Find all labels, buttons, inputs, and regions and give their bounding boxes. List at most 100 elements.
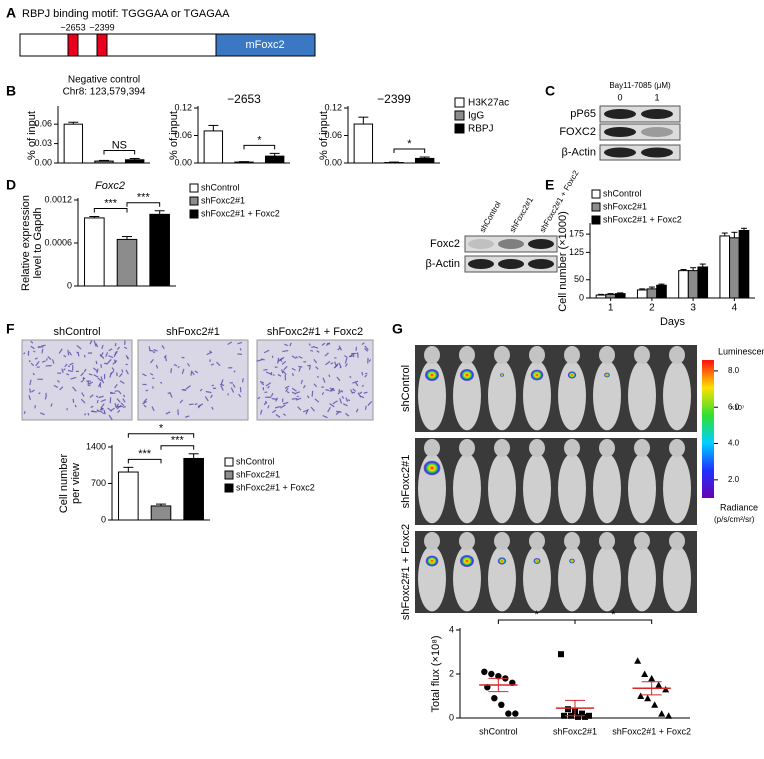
signal (424, 461, 441, 475)
bar (265, 156, 283, 163)
x-tick-label: 3 (690, 303, 696, 314)
mouse (663, 546, 691, 612)
image-label: shFoxc2#1 + Foxc2 (267, 326, 363, 338)
cell (228, 393, 229, 395)
point (491, 695, 497, 701)
cell (101, 364, 102, 368)
micrograph (257, 340, 373, 420)
band-label: Foxc2 (430, 238, 460, 250)
sig-label: * (407, 138, 412, 150)
mouse-head (494, 439, 510, 457)
row-label: shFoxc2#1 (400, 455, 412, 509)
cell (97, 400, 98, 403)
y-axis-label: % of input (318, 111, 330, 160)
x-tick-label: 1 (608, 303, 614, 314)
band-label: pP65 (570, 108, 596, 120)
cell (243, 378, 244, 382)
y-tick-label: 4 (449, 624, 454, 634)
legend-label: H3K27ac (468, 98, 509, 109)
point (648, 675, 655, 682)
point (641, 671, 648, 678)
y-tick-label: 0 (101, 514, 106, 524)
sig-label: *** (104, 197, 118, 209)
mouse-head (599, 346, 615, 364)
chart-title: Foxc2 (95, 180, 125, 192)
colorbar-label: (p/s/cm²/sr) (714, 515, 755, 524)
lane-label: shControl (478, 200, 503, 234)
point (662, 686, 669, 693)
y-tick-label: 0 (449, 712, 454, 722)
legend-label: shFoxc2#1 (201, 195, 245, 205)
point (665, 712, 672, 719)
bar (596, 295, 606, 298)
colorbar (702, 360, 714, 498)
cell (189, 404, 194, 405)
signal (568, 371, 576, 378)
signal (425, 369, 439, 381)
mouse (488, 361, 516, 431)
blot-band (468, 239, 494, 249)
mouse-head (494, 346, 510, 364)
colorbar-tick-label: 4.0 (728, 439, 740, 448)
blot-band (641, 109, 673, 119)
mouse-head (669, 346, 685, 364)
cell (212, 385, 214, 386)
bar (235, 162, 253, 163)
bar (117, 239, 137, 286)
signal (534, 558, 541, 564)
bar (184, 458, 204, 520)
bar (720, 236, 730, 298)
x-tick-label: shControl (479, 726, 518, 736)
legend-label: IgG (468, 111, 484, 122)
blot-band (498, 239, 524, 249)
legend-label: shFoxc2#1 + Foxc2 (603, 214, 682, 224)
dose-label: 1 (654, 92, 659, 102)
signal (604, 373, 610, 378)
dose-label: 0 (617, 92, 622, 102)
legend-label: shControl (201, 182, 240, 192)
cell (329, 375, 330, 377)
panel-letter: G (392, 321, 403, 337)
bar (679, 271, 689, 298)
legend-label: shControl (236, 456, 275, 466)
cell (46, 366, 52, 367)
bar (95, 161, 113, 163)
point (658, 710, 665, 717)
image-label: shFoxc2#1 (166, 326, 220, 338)
bar (64, 124, 82, 163)
legend-label: shFoxc2#1 + Foxc2 (236, 482, 315, 492)
y-tick-label: 125 (569, 247, 584, 257)
bar (415, 158, 433, 163)
colorbar-title: Luminescence (718, 346, 764, 356)
blot-band (604, 109, 636, 119)
mouse-head (529, 346, 545, 364)
blot-band (498, 259, 524, 269)
point (558, 651, 564, 657)
cell (73, 399, 74, 403)
site-box (97, 34, 107, 56)
x-tick-label: shFoxc2#1 + Foxc2 (612, 726, 691, 736)
sig-label: *** (138, 448, 152, 460)
blot-band (528, 259, 554, 269)
y-axis-label: % of input (26, 111, 38, 160)
legend-swatch (455, 111, 464, 120)
motif-text: RBPJ binding motif: TGGGAA or TGAGAA (22, 8, 230, 20)
point (655, 682, 662, 689)
mouse (488, 546, 516, 612)
mouse-head (424, 439, 440, 457)
mouse-head (459, 532, 475, 550)
blot-band (604, 127, 636, 137)
mouse (628, 454, 656, 524)
cell (191, 371, 192, 376)
cell (317, 377, 319, 378)
mouse-head (494, 532, 510, 550)
cell (88, 413, 89, 415)
site-label: −2399 (89, 22, 114, 32)
cell (273, 375, 275, 376)
point (481, 669, 487, 675)
bar (85, 218, 105, 286)
sig-label: * (611, 609, 616, 621)
point (498, 702, 504, 708)
bar (730, 238, 740, 298)
cell (348, 400, 350, 401)
